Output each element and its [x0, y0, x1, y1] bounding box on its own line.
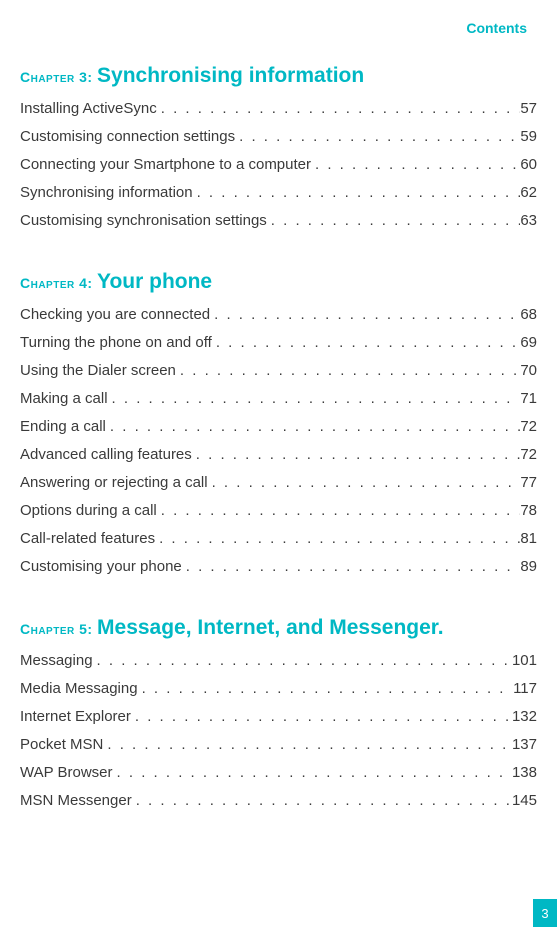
- toc-dots: [106, 418, 520, 435]
- toc-row[interactable]: Messaging 101: [20, 652, 537, 669]
- toc-row[interactable]: Connecting your Smartphone to a computer…: [20, 156, 537, 173]
- chapter-4-prefix: Chapter 4:: [20, 275, 93, 291]
- toc-dots: [193, 184, 521, 201]
- toc-row[interactable]: Internet Explorer 132: [20, 708, 537, 725]
- toc-label: Ending a call: [20, 418, 106, 435]
- toc-row[interactable]: Media Messaging 117: [20, 680, 537, 697]
- toc-row[interactable]: MSN Messenger 145: [20, 792, 537, 809]
- toc-dots: [267, 212, 521, 229]
- toc-page: 70: [520, 362, 537, 379]
- toc-row[interactable]: Customising your phone 89: [20, 558, 537, 575]
- toc-dots: [210, 306, 520, 323]
- toc-label: WAP Browser: [20, 764, 113, 781]
- toc-label: Customising your phone: [20, 558, 182, 575]
- toc-label: Turning the phone on and off: [20, 334, 212, 351]
- toc-page: 68: [520, 306, 537, 323]
- toc-label: Using the Dialer screen: [20, 362, 176, 379]
- toc-label: Installing ActiveSync: [20, 100, 157, 117]
- toc-row[interactable]: Making a call 71: [20, 390, 537, 407]
- toc-dots: [176, 362, 520, 379]
- chapter-4-heading: Chapter 4: Your phone: [20, 270, 537, 294]
- toc-page: 59: [520, 128, 537, 145]
- toc-row[interactable]: Call-related features 81: [20, 530, 537, 547]
- toc-row[interactable]: Advanced calling features 72: [20, 446, 537, 463]
- toc-label: Advanced calling features: [20, 446, 192, 463]
- toc-row[interactable]: Ending a call 72: [20, 418, 537, 435]
- toc-label: MSN Messenger: [20, 792, 132, 809]
- toc-dots: [132, 792, 512, 809]
- toc-page: 89: [520, 558, 537, 575]
- toc-row[interactable]: Using the Dialer screen 70: [20, 362, 537, 379]
- chapter-3-heading: Chapter 3: Synchronising information: [20, 64, 537, 88]
- toc-label: Messaging: [20, 652, 93, 669]
- toc-row[interactable]: Pocket MSN 137: [20, 736, 537, 753]
- toc-label: Pocket MSN: [20, 736, 103, 753]
- toc-page: 81: [520, 530, 537, 547]
- toc-label: Synchronising information: [20, 184, 193, 201]
- toc-label: Making a call: [20, 390, 108, 407]
- toc-page: 69: [520, 334, 537, 351]
- toc-label: Call-related features: [20, 530, 155, 547]
- toc-row[interactable]: WAP Browser 138: [20, 764, 537, 781]
- toc-dots: [113, 764, 512, 781]
- toc-label: Media Messaging: [20, 680, 138, 697]
- toc-dots: [93, 652, 512, 669]
- toc-dots: [108, 390, 521, 407]
- toc-page: 72: [520, 418, 537, 435]
- toc-dots: [192, 446, 521, 463]
- toc-page: 138: [512, 764, 537, 781]
- toc-label: Customising connection settings: [20, 128, 235, 145]
- chapter-5-title: Message, Internet, and Messenger.: [97, 616, 444, 639]
- toc-page: 72: [520, 446, 537, 463]
- toc-page: 137: [512, 736, 537, 753]
- chapter-5-heading: Chapter 5: Message, Internet, and Messen…: [20, 616, 537, 640]
- toc-dots: [138, 680, 514, 697]
- toc-row[interactable]: Answering or rejecting a call 77: [20, 474, 537, 491]
- toc-dots: [235, 128, 520, 145]
- page-number-badge: 3: [533, 899, 557, 927]
- chapter-5-prefix: Chapter 5:: [20, 621, 93, 637]
- toc-dots: [157, 100, 521, 117]
- toc-label: Answering or rejecting a call: [20, 474, 208, 491]
- toc-page: 101: [512, 652, 537, 669]
- toc-row[interactable]: Customising connection settings 59: [20, 128, 537, 145]
- toc-dots: [157, 502, 521, 519]
- toc-row[interactable]: Customising synchronisation settings 63: [20, 212, 537, 229]
- toc-row[interactable]: Checking you are connected 68: [20, 306, 537, 323]
- toc-page: 132: [512, 708, 537, 725]
- toc-page: 57: [520, 100, 537, 117]
- toc-page: 60: [520, 156, 537, 173]
- toc-page: 117: [513, 680, 537, 697]
- toc-dots: [311, 156, 520, 173]
- chapter-3-prefix: Chapter 3:: [20, 69, 93, 85]
- chapter-3-title: Synchronising information: [97, 64, 364, 87]
- toc-page: 63: [520, 212, 537, 229]
- toc-label: Connecting your Smartphone to a computer: [20, 156, 311, 173]
- toc-label: Internet Explorer: [20, 708, 131, 725]
- toc-dots: [103, 736, 512, 753]
- toc-row[interactable]: Installing ActiveSync 57: [20, 100, 537, 117]
- chapter-4-title: Your phone: [97, 270, 212, 293]
- toc-row[interactable]: Synchronising information 62: [20, 184, 537, 201]
- toc-label: Customising synchronisation settings: [20, 212, 267, 229]
- toc-dots: [155, 530, 520, 547]
- toc-page: 145: [512, 792, 537, 809]
- toc-row[interactable]: Turning the phone on and off 69: [20, 334, 537, 351]
- toc-dots: [182, 558, 521, 575]
- toc-dots: [212, 334, 520, 351]
- toc-page: 77: [520, 474, 537, 491]
- toc-dots: [208, 474, 521, 491]
- toc-page: 78: [520, 502, 537, 519]
- toc-page: 71: [520, 390, 537, 407]
- toc-dots: [131, 708, 512, 725]
- toc-label: Checking you are connected: [20, 306, 210, 323]
- toc-row[interactable]: Options during a call 78: [20, 502, 537, 519]
- header-contents-label: Contents: [20, 20, 537, 36]
- toc-label: Options during a call: [20, 502, 157, 519]
- toc-page: 62: [520, 184, 537, 201]
